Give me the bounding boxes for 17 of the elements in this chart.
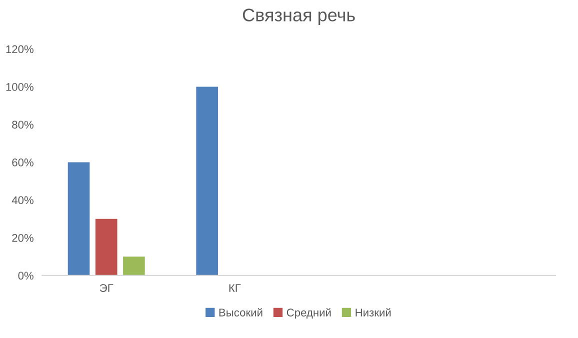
bar: [123, 256, 145, 276]
y-tick-label: 80%: [12, 120, 34, 129]
legend-label: Средний: [286, 308, 331, 319]
bar: [95, 218, 118, 276]
legend-label: Низкий: [356, 308, 391, 316]
y-tick-label: 60%: [12, 158, 34, 166]
bar: [196, 86, 218, 276]
legend-label: Высокий: [219, 308, 262, 316]
y-tick-label: 40%: [12, 196, 34, 204]
bar: [68, 162, 90, 276]
x-tick-label: ЭГ: [100, 284, 114, 292]
y-tick-label: 20%: [12, 234, 34, 242]
chart-title: Связная речь: [242, 8, 355, 25]
x-tick-label: КГ: [229, 284, 241, 292]
y-tick-label: 100%: [6, 83, 34, 91]
y-tick-label: 0%: [18, 272, 34, 280]
y-tick-label: 120%: [6, 45, 34, 54]
